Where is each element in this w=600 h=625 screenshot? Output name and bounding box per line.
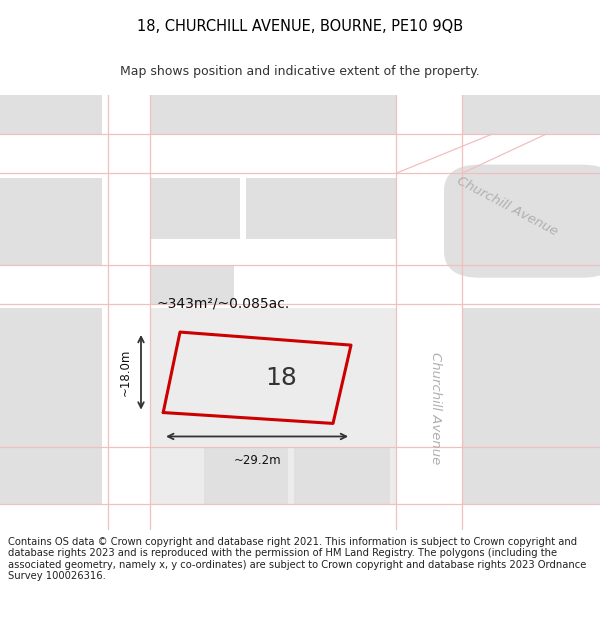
- Bar: [0, 95, 102, 134]
- Text: 18, CHURCHILL AVENUE, BOURNE, PE10 9QB: 18, CHURCHILL AVENUE, BOURNE, PE10 9QB: [137, 19, 463, 34]
- Bar: [150, 95, 396, 134]
- FancyBboxPatch shape: [444, 164, 600, 278]
- Bar: [150, 264, 234, 304]
- Bar: [462, 95, 600, 134]
- Bar: [0, 134, 600, 173]
- Bar: [204, 448, 288, 504]
- Bar: [150, 177, 240, 239]
- Text: ~18.0m: ~18.0m: [119, 349, 132, 396]
- Text: ~343m²/~0.085ac.: ~343m²/~0.085ac.: [156, 297, 289, 311]
- Text: Churchill Avenue: Churchill Avenue: [428, 352, 442, 464]
- Bar: [462, 308, 600, 504]
- Bar: [0, 504, 600, 530]
- Text: ~29.2m: ~29.2m: [233, 454, 281, 467]
- Bar: [294, 448, 390, 504]
- Text: Churchill Avenue: Churchill Avenue: [454, 174, 560, 238]
- Text: Map shows position and indicative extent of the property.: Map shows position and indicative extent…: [120, 65, 480, 78]
- Text: Contains OS data © Crown copyright and database right 2021. This information is : Contains OS data © Crown copyright and d…: [8, 537, 586, 581]
- Bar: [0, 177, 102, 264]
- Polygon shape: [402, 95, 600, 173]
- Bar: [150, 308, 396, 504]
- Text: 18: 18: [265, 366, 297, 390]
- Bar: [246, 177, 396, 239]
- Bar: [0, 308, 102, 504]
- Bar: [108, 95, 150, 530]
- Bar: [402, 173, 462, 530]
- Bar: [0, 264, 600, 304]
